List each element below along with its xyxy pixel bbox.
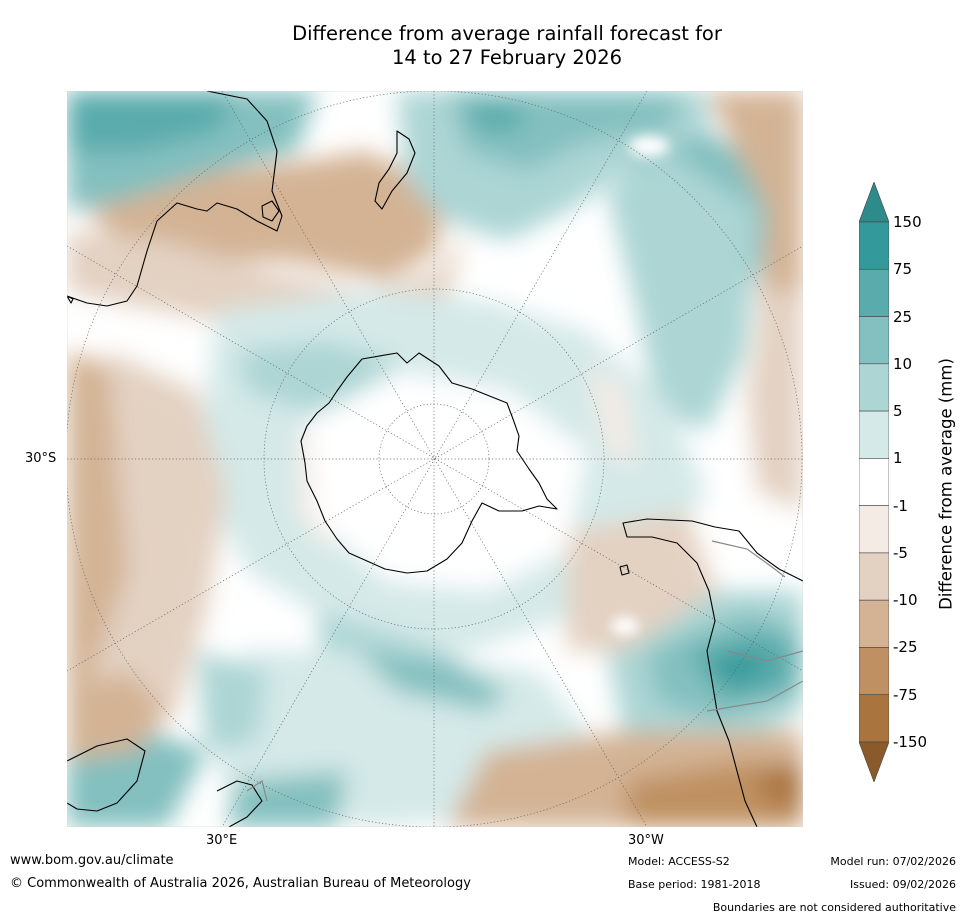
- madagascar-coastline: [216, 780, 263, 827]
- colorbar-segments: [859, 182, 889, 782]
- colorbar-segment: [859, 505, 889, 554]
- colorbar-tick-label: 5: [893, 402, 903, 421]
- colorbar-title: Difference from average (mm): [936, 358, 956, 610]
- colorbar: [859, 182, 889, 782]
- anomaly-field: [67, 91, 803, 827]
- lon-label-30w: 30°W: [628, 833, 664, 848]
- new-zealand-coastline: [374, 130, 416, 210]
- national-boundaries: [706, 540, 803, 712]
- colorbar-tick-label: 10: [893, 354, 913, 373]
- colorbar-segment: [859, 268, 889, 317]
- colorbar-tick-label: 25: [893, 307, 913, 326]
- colorbar-extend-min: [859, 741, 889, 782]
- colorbar-segment: [859, 363, 889, 412]
- lon-label-30e: 30°E: [206, 833, 238, 848]
- colorbar-extend-max: [859, 182, 889, 223]
- lat-label-30s: 30°S: [25, 451, 57, 466]
- title-line-2: 14 to 27 February 2026: [391, 46, 623, 69]
- colorbar-tick-label: 150: [893, 213, 922, 231]
- colorbar-tick-label: 1: [893, 449, 903, 468]
- colorbar-segment: [859, 647, 889, 696]
- south-america-coastline: [622, 518, 803, 827]
- colorbar-tick-label: -1: [893, 496, 908, 515]
- title-line-1: Difference from average rainfall forecas…: [292, 22, 722, 45]
- colorbar-segment: [859, 316, 889, 365]
- base-period: Base period: 1981-2018: [628, 878, 761, 891]
- colorbar-tick-label: -150: [893, 733, 928, 751]
- model-run-date: Model run: 07/02/2026: [830, 855, 956, 868]
- coastlines: [67, 91, 803, 827]
- graticule: [67, 91, 803, 827]
- copyright-text: © Commonwealth of Australia 2026, Austra…: [10, 876, 471, 891]
- colorbar-tick-label: 75: [893, 260, 913, 279]
- antarctica-coastline: [300, 352, 558, 574]
- australia-coastline: [67, 91, 283, 307]
- colorbar-segment: [859, 410, 889, 459]
- africa-coastline: [67, 738, 146, 812]
- colorbar-tick-label: -25: [893, 638, 918, 657]
- model-name: Model: ACCESS-S2: [628, 855, 730, 868]
- colorbar-segment: [859, 599, 889, 648]
- rainfall-anomaly-map: [67, 91, 803, 827]
- colorbar-segment: [859, 458, 889, 506]
- colorbar-tick-label: -75: [893, 685, 918, 704]
- website-link[interactable]: www.bom.gov.au/climate: [10, 853, 174, 868]
- issued-date: Issued: 09/02/2026: [849, 878, 956, 891]
- colorbar-segment: [859, 221, 889, 270]
- colorbar-segment: [859, 694, 889, 743]
- colorbar-tick-label: -10: [893, 591, 918, 610]
- chart-title: Difference from average rainfall forecas…: [0, 22, 965, 70]
- tasmania-coastline: [261, 200, 280, 222]
- colorbar-tick-label: -5: [893, 543, 908, 562]
- boundaries-disclaimer: Boundaries are not considered authoritat…: [712, 901, 956, 914]
- colorbar-segment: [859, 552, 889, 601]
